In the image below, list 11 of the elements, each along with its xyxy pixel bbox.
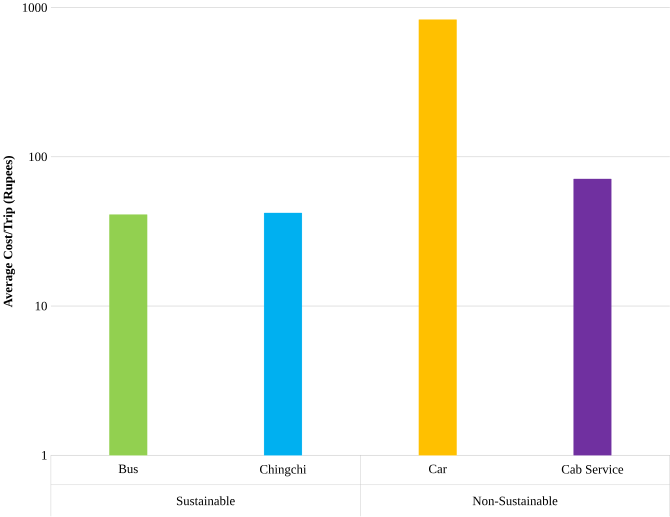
text: Non-Sustainable	[472, 496, 558, 506]
y-tick-label: 10	[36, 302, 47, 311]
y-tick-label: 1000	[22, 3, 47, 12]
x-tick-label: Chingchi	[260, 464, 306, 477]
text: Sustainable	[176, 496, 235, 506]
y-tick-label: 1	[42, 451, 47, 460]
y-tick-label: 100	[29, 152, 47, 162]
x-tick-label: Car	[428, 464, 447, 474]
y-axis-title: Average Cost/Trip (Rupees)	[3, 156, 16, 308]
x-tick-label: Cab Service	[562, 464, 624, 474]
x-tick-label: Bus	[118, 464, 138, 474]
